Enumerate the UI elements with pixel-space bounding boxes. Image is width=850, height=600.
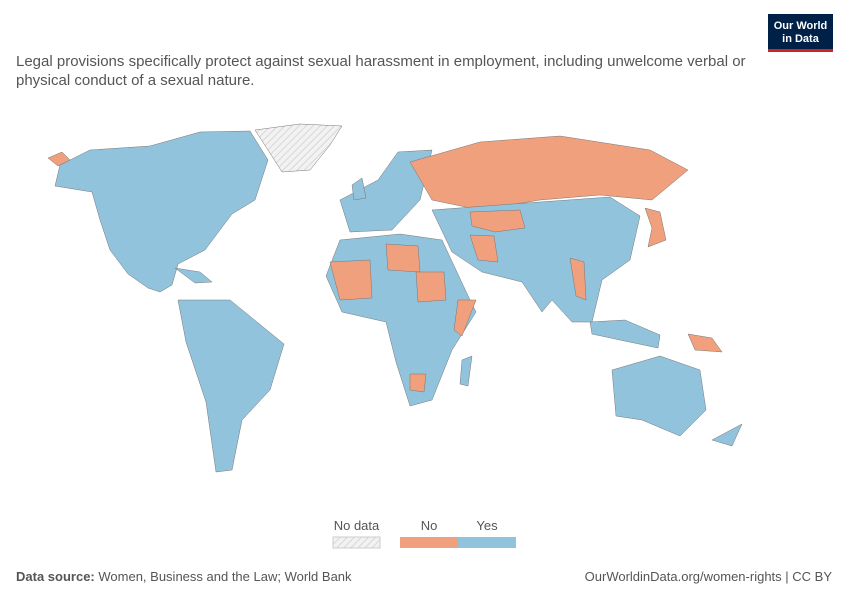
source: Data source: Women, Business and the Law…	[16, 569, 352, 584]
uk	[351, 177, 367, 201]
source-label: Data source:	[16, 569, 95, 584]
sudan	[415, 271, 447, 303]
new-zealand	[711, 423, 743, 447]
madagascar	[459, 355, 473, 387]
south-america	[177, 299, 285, 473]
legend-swatch	[458, 537, 516, 548]
greenland	[254, 123, 343, 173]
botswana	[409, 373, 427, 393]
myanmar	[569, 257, 587, 301]
australia	[611, 355, 707, 437]
indonesia	[589, 319, 661, 349]
japan	[644, 207, 667, 248]
libya	[385, 243, 421, 273]
logo[interactable]: Our World in Data	[768, 14, 833, 52]
somalia	[453, 299, 477, 337]
source-text: Women, Business and the Law; World Bank	[98, 569, 352, 584]
iran	[469, 234, 499, 263]
russia	[409, 135, 689, 211]
central-asia	[469, 209, 526, 233]
legend-swatch	[400, 537, 458, 548]
title: Legal provisions specifically protect ag…	[16, 53, 746, 89]
world-map: No data No Yes	[47, 123, 743, 549]
logo-line: Our World	[773, 20, 828, 32]
alaska-region	[47, 151, 71, 167]
legend-label: No data	[334, 518, 380, 533]
logo-line: in Data	[782, 33, 819, 45]
legend-label: No	[421, 518, 438, 533]
legend-swatch	[332, 536, 381, 549]
legend-label: Yes	[476, 518, 498, 533]
west-africa-no	[329, 259, 373, 301]
north-america	[54, 130, 269, 293]
link[interactable]: OurWorldinData.org/women-rights | CC BY	[584, 569, 832, 584]
legend: No data No Yes	[332, 518, 516, 549]
png	[687, 333, 723, 353]
caribbean	[174, 267, 213, 284]
